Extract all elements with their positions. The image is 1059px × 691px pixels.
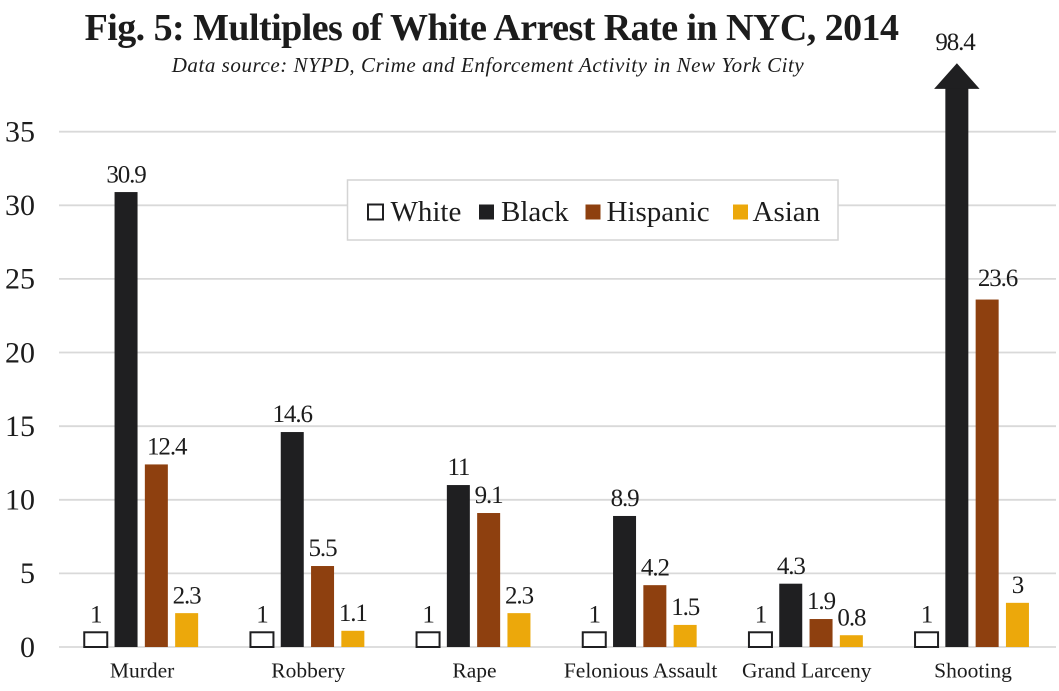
svg-text:30: 30 — [5, 189, 35, 222]
svg-text:10: 10 — [5, 484, 35, 517]
svg-text:Felonious Assault: Felonious Assault — [564, 659, 718, 683]
svg-text:1: 1 — [422, 602, 433, 629]
svg-text:15: 15 — [5, 410, 35, 443]
svg-text:20: 20 — [5, 336, 35, 369]
svg-text:Robbery: Robbery — [271, 659, 345, 683]
svg-text:Shooting: Shooting — [934, 659, 1012, 683]
svg-text:1: 1 — [90, 602, 101, 629]
svg-text:1: 1 — [588, 602, 599, 629]
svg-text:0.8: 0.8 — [837, 604, 866, 631]
svg-text:8.9: 8.9 — [611, 485, 640, 512]
svg-text:1: 1 — [256, 602, 267, 629]
svg-text:Grand Larceny: Grand Larceny — [742, 659, 872, 683]
svg-text:30.9: 30.9 — [106, 161, 146, 188]
svg-text:1: 1 — [921, 602, 932, 629]
svg-text:25: 25 — [5, 263, 35, 296]
svg-text:5: 5 — [20, 557, 35, 590]
svg-text:9.1: 9.1 — [475, 482, 503, 509]
svg-text:Asian: Asian — [753, 196, 821, 228]
svg-text:11: 11 — [447, 454, 469, 481]
svg-text:1.5: 1.5 — [671, 594, 700, 621]
svg-text:2.3: 2.3 — [173, 582, 202, 609]
svg-text:Black: Black — [501, 196, 569, 228]
svg-text:12.4: 12.4 — [147, 434, 188, 461]
svg-text:White: White — [391, 196, 462, 228]
svg-text:Fig. 5: Multiples of White Arr: Fig. 5: Multiples of White Arrest Rate i… — [85, 7, 899, 49]
svg-text:3: 3 — [1012, 572, 1024, 599]
svg-text:4.3: 4.3 — [777, 553, 806, 580]
svg-text:1: 1 — [755, 602, 766, 629]
svg-text:1.9: 1.9 — [807, 588, 836, 615]
svg-text:Hispanic: Hispanic — [607, 196, 710, 228]
svg-text:0: 0 — [20, 631, 35, 664]
svg-text:4.2: 4.2 — [641, 554, 670, 581]
svg-text:23.6: 23.6 — [978, 265, 1018, 292]
svg-text:Data source: NYPD, Crime and E: Data source: NYPD, Crime and Enforcement… — [171, 53, 805, 77]
svg-text:98.4: 98.4 — [935, 29, 976, 56]
svg-text:2.3: 2.3 — [505, 582, 534, 609]
svg-text:Murder: Murder — [110, 659, 174, 683]
svg-text:5.5: 5.5 — [309, 535, 338, 562]
svg-text:1.1: 1.1 — [339, 600, 367, 627]
svg-text:35: 35 — [5, 116, 35, 149]
svg-text:14.6: 14.6 — [273, 401, 313, 428]
svg-text:Rape: Rape — [452, 659, 496, 683]
